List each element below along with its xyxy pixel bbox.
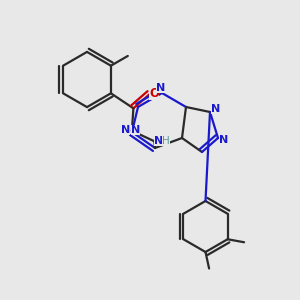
Text: H: H xyxy=(123,125,130,135)
Text: N: N xyxy=(156,82,165,93)
Text: N: N xyxy=(121,125,130,136)
Text: N: N xyxy=(219,135,229,146)
Text: H: H xyxy=(162,136,170,146)
Text: N: N xyxy=(211,104,220,114)
Text: O: O xyxy=(149,87,159,100)
Text: N: N xyxy=(154,136,163,146)
Text: N: N xyxy=(131,125,140,135)
